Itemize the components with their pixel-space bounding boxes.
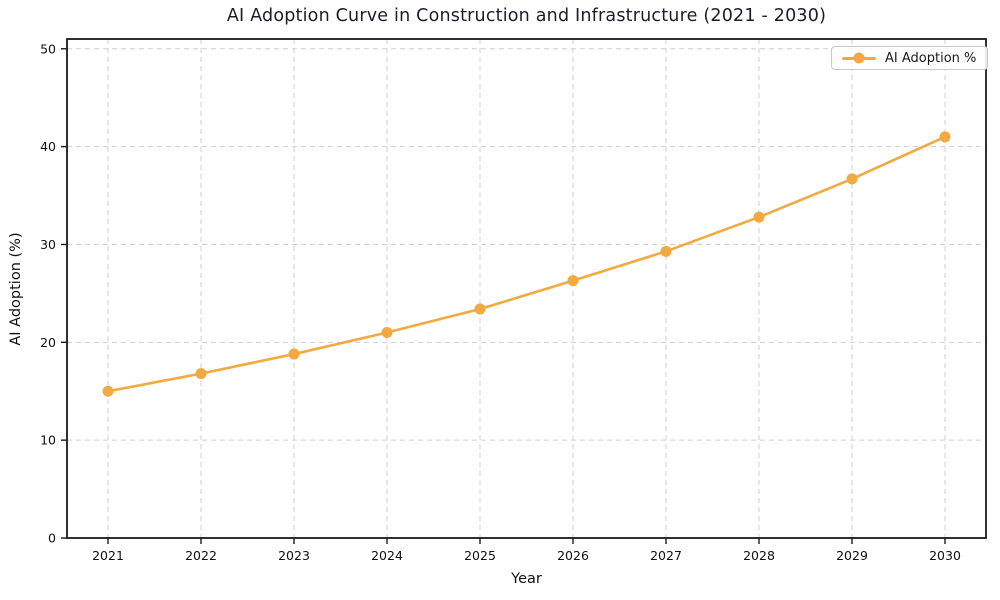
x-axis-label: Year — [511, 571, 542, 587]
data-point-2022 — [195, 368, 207, 380]
y-tick-label: 30 — [40, 237, 56, 252]
x-tick-label: 2026 — [557, 548, 589, 563]
data-point-2030 — [939, 131, 951, 143]
x-tick-label: 2029 — [836, 548, 868, 563]
legend-circle-marker-icon — [853, 52, 865, 64]
x-tick-label: 2021 — [92, 548, 124, 563]
axes-spines — [66, 38, 987, 539]
data-point-2026 — [567, 275, 579, 287]
data-point-2027 — [660, 245, 672, 257]
data-point-2029 — [846, 173, 858, 185]
y-tick-label: 20 — [40, 335, 56, 350]
data-point-2024 — [381, 327, 393, 339]
y-tick-label: 40 — [40, 139, 56, 154]
data-point-2023 — [288, 348, 300, 360]
y-axis-label: AI Adoption (%) — [8, 232, 24, 346]
x-tick-label: 2030 — [929, 548, 961, 563]
legend-label: AI Adoption % — [885, 50, 977, 66]
data-point-2028 — [753, 211, 765, 223]
y-tick-label: 10 — [40, 433, 56, 448]
y-tick-label: 0 — [48, 531, 56, 546]
chart-title: AI Adoption Curve in Construction and In… — [226, 6, 827, 26]
series-line — [106, 135, 947, 393]
data-point-2025 — [474, 303, 486, 315]
data-point-2021 — [102, 385, 114, 397]
x-tick-label: 2022 — [185, 548, 217, 563]
x-tick-label: 2025 — [464, 548, 496, 563]
x-tick-label: 2028 — [743, 548, 775, 563]
x-tick-label: 2027 — [650, 548, 682, 563]
legend: AI Adoption % — [831, 46, 989, 70]
x-tick-label: 2024 — [371, 548, 403, 563]
y-tick-label: 50 — [40, 41, 56, 56]
x-tick-label: 2023 — [278, 548, 310, 563]
legend-line-marker-icon — [842, 52, 876, 64]
